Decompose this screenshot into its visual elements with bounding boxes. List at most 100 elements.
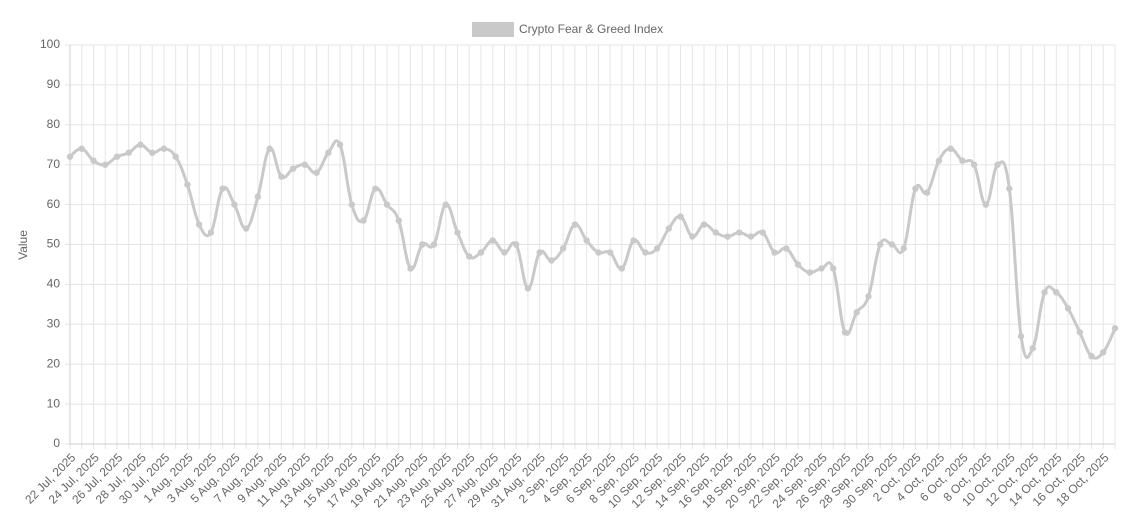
point: [195, 221, 203, 228]
point: [571, 221, 579, 228]
point: [806, 269, 813, 276]
point: [395, 217, 402, 224]
point: [1088, 353, 1095, 360]
point: [137, 141, 144, 148]
point: [712, 229, 719, 236]
y-tick-label: 90: [47, 77, 61, 91]
point: [1076, 329, 1083, 336]
point: [959, 157, 966, 164]
point: [559, 245, 567, 252]
point: [994, 161, 1001, 168]
point: [102, 161, 109, 168]
point: [689, 233, 696, 240]
y-axis-title: Value: [16, 230, 30, 260]
y-tick-label: 10: [47, 396, 61, 410]
point: [1053, 289, 1060, 296]
point: [982, 201, 990, 208]
point: [512, 241, 520, 248]
point: [830, 265, 837, 272]
point: [266, 145, 273, 152]
point: [66, 153, 74, 160]
point: [383, 201, 391, 208]
point: [548, 257, 555, 264]
point: [818, 265, 825, 272]
point: [1041, 289, 1048, 296]
y-tick-label: 50: [47, 237, 61, 251]
point: [90, 157, 97, 164]
point: [1029, 345, 1037, 352]
point: [912, 185, 919, 192]
point: [301, 161, 309, 168]
point: [1064, 305, 1072, 312]
point: [935, 157, 943, 164]
point: [876, 241, 884, 248]
point: [336, 141, 344, 148]
point: [947, 145, 954, 152]
point: [242, 225, 250, 232]
point: [759, 229, 766, 236]
point: [231, 201, 238, 208]
point: [348, 201, 355, 208]
point: [372, 185, 379, 192]
point: [184, 181, 191, 188]
point: [278, 173, 285, 180]
y-tick-label: 70: [47, 157, 61, 171]
point: [430, 241, 438, 248]
point: [841, 329, 849, 336]
point: [360, 217, 367, 224]
point: [78, 145, 85, 152]
point: [618, 265, 626, 272]
y-tick-label: 20: [47, 356, 61, 370]
y-tick-label: 0: [53, 436, 60, 450]
point: [113, 153, 121, 160]
point: [172, 153, 179, 160]
legend-swatch: [472, 22, 514, 37]
point: [477, 249, 485, 256]
point: [665, 225, 673, 232]
point: [489, 237, 496, 244]
point: [865, 293, 872, 300]
point: [747, 233, 755, 240]
point: [677, 213, 684, 220]
point: [923, 189, 931, 196]
point: [900, 245, 907, 252]
point: [501, 249, 508, 256]
point: [653, 245, 661, 252]
point: [419, 241, 426, 248]
point: [1017, 333, 1025, 340]
y-tick-label: 80: [47, 117, 61, 131]
point: [219, 185, 226, 192]
line: [69, 139, 1117, 360]
point: [642, 249, 649, 256]
point: [466, 253, 473, 260]
y-tick-label: 30: [47, 316, 61, 330]
point: [700, 221, 708, 228]
point: [1006, 185, 1013, 192]
legend-label: Crypto Fear & Greed Index: [519, 22, 663, 36]
y-tick-label: 60: [47, 197, 61, 211]
point: [853, 309, 860, 316]
point: [970, 161, 978, 168]
point: [771, 249, 778, 256]
point: [630, 237, 637, 244]
point: [595, 249, 602, 256]
y-tick-label: 40: [47, 277, 61, 291]
y-tick-label: 100: [40, 37, 60, 51]
point: [888, 241, 896, 248]
point: [148, 149, 156, 156]
point: [442, 201, 449, 208]
point: [289, 165, 297, 172]
point: [783, 245, 790, 252]
point: [125, 149, 132, 156]
point: [606, 249, 614, 256]
point: [325, 149, 332, 156]
point: [160, 145, 168, 152]
point: [1111, 325, 1119, 332]
point: [794, 261, 802, 268]
point: [524, 285, 532, 292]
point: [207, 229, 215, 236]
point: [254, 193, 262, 200]
point: [1100, 349, 1107, 356]
point: [407, 265, 414, 272]
